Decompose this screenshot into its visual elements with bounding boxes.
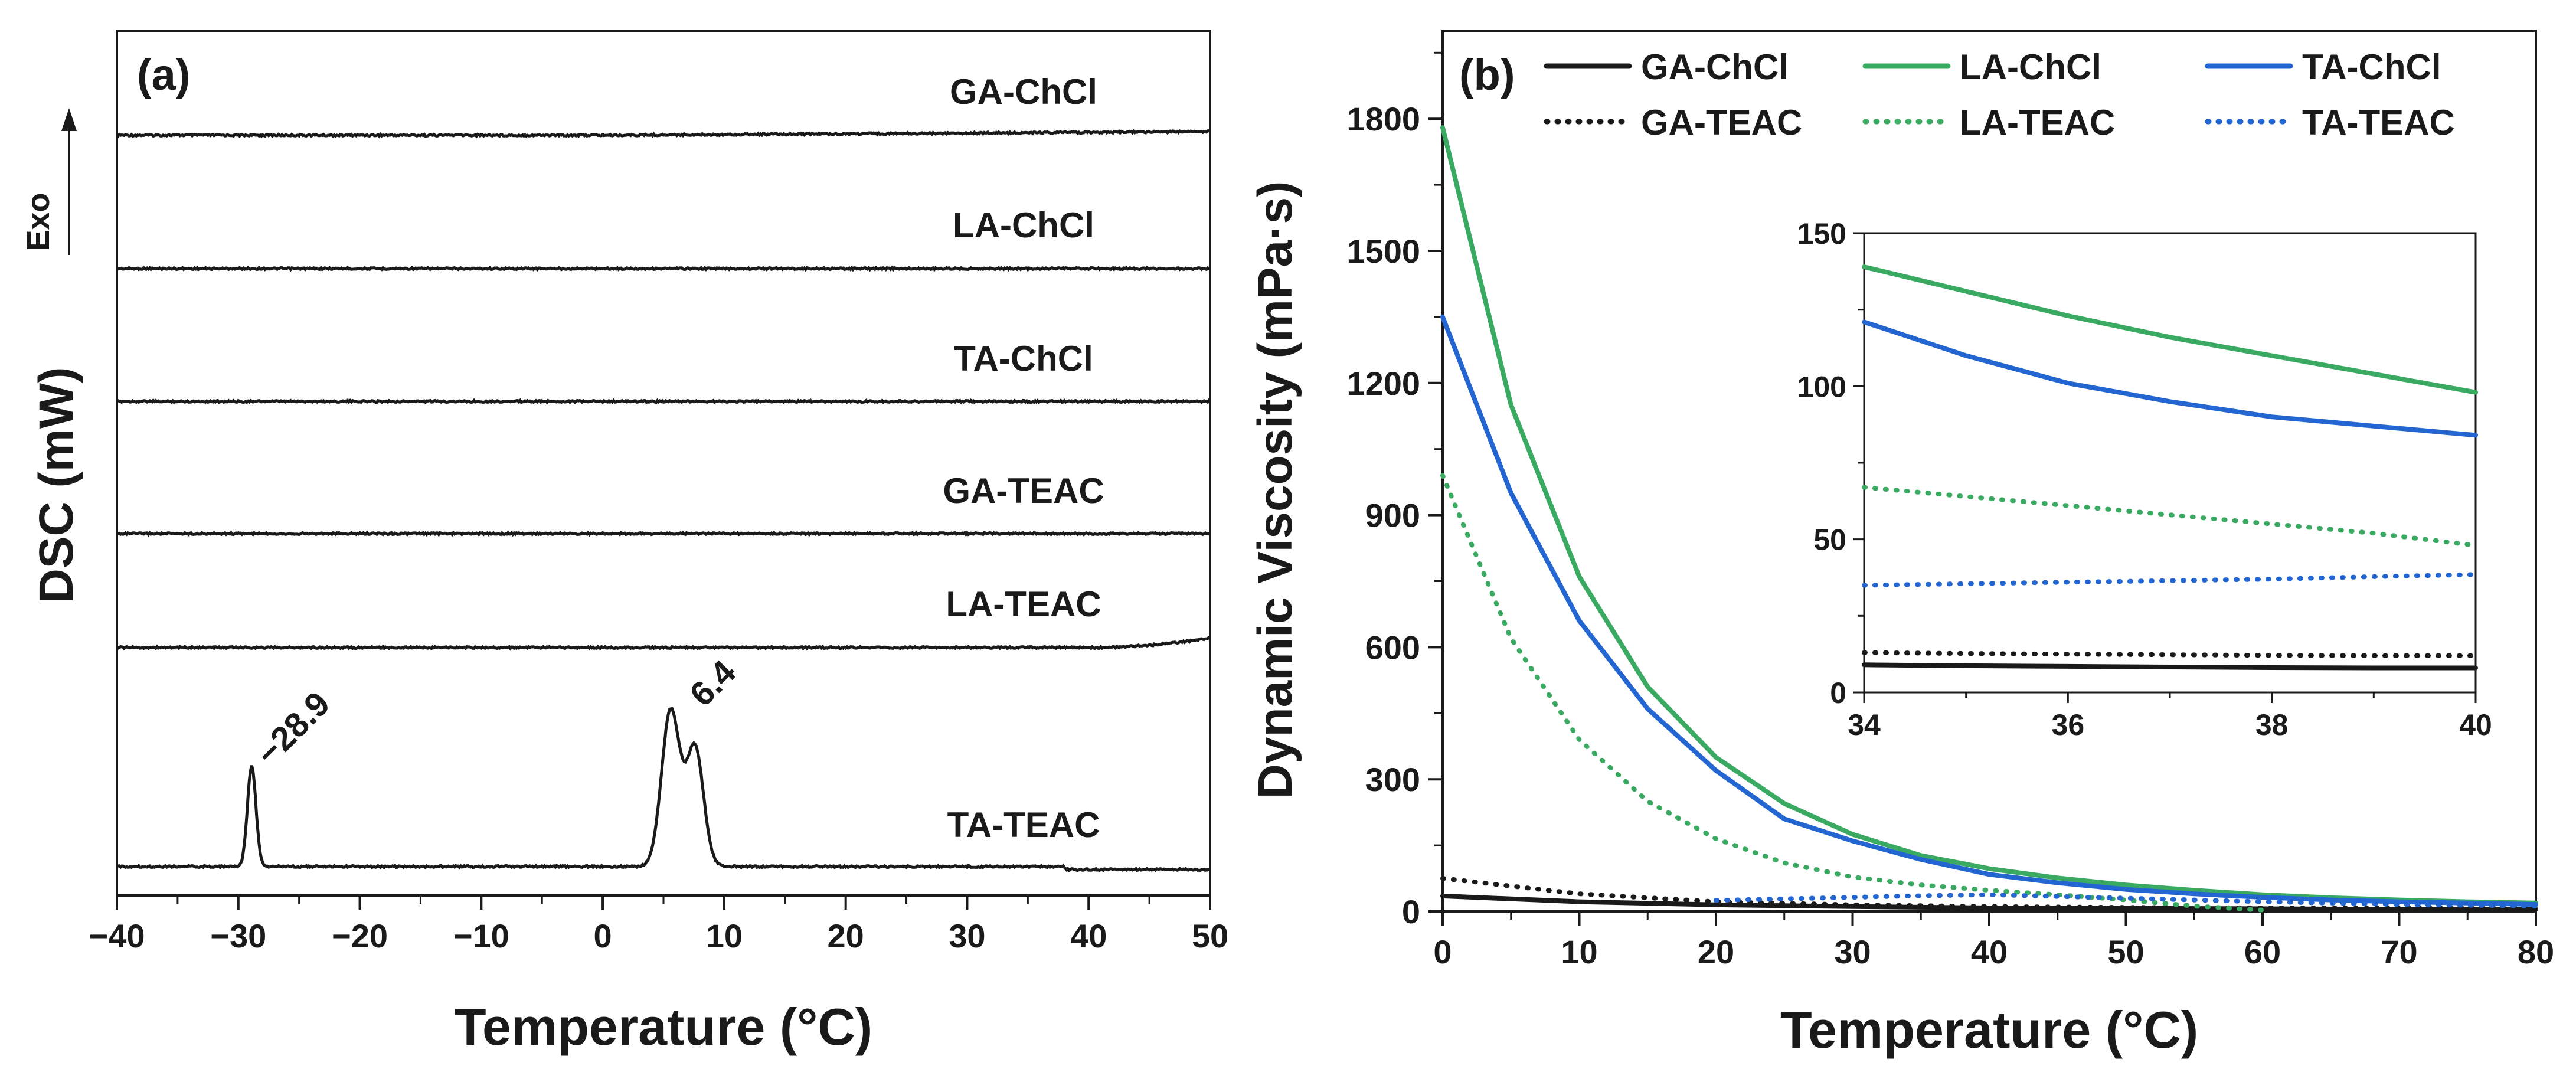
y-tick-label-b-0: 0: [1402, 893, 1420, 930]
panel-a-ylabel: DSC (mW): [30, 367, 83, 604]
legend-label-la-teac: LA-TEAC: [1960, 103, 2115, 142]
dsc-curve-la-chcl: [116, 265, 1211, 272]
inset-x-tick-label-3: 40: [2459, 708, 2492, 741]
y-tick-label-b-6: 1800: [1346, 100, 1420, 138]
x-tick-label-a-8: 40: [1070, 917, 1107, 954]
inset-y-tick-label-1: 50: [1813, 524, 1846, 557]
peak-label-1: 6.4: [682, 653, 743, 714]
legend-label-ga-teac: GA-TEAC: [1641, 103, 1802, 142]
panel-a-x-ticks: −40 −30 −20 −10 0 10 20 30 40 50: [89, 895, 1228, 954]
inset-curve-la-chcl: [1862, 264, 2478, 395]
dsc-curve-ta-chcl: [116, 398, 1211, 405]
panel-a-series-labels: GA-ChCl LA-ChCl TA-ChCl GA-TEAC LA-TEAC TA-TE…: [943, 72, 1104, 845]
inset-x-tick-label-0: 34: [1848, 708, 1881, 741]
x-tick-label-a-2: −20: [332, 917, 388, 954]
exo-label: Exo: [21, 192, 56, 251]
panel-a-curves: [116, 129, 1211, 872]
inset-y-tick-label-3: 150: [1797, 217, 1846, 250]
viscosity-curve-ta-teac: [1714, 892, 2538, 908]
viscosity-curve-ta-chcl: [1440, 314, 2538, 907]
dsc-curve-ga-chcl: [116, 129, 1211, 139]
panel-b-xlabel: Temperature (°C): [1780, 1001, 2198, 1059]
legend-label-la-chcl: LA-ChCl: [1960, 47, 2101, 87]
viscosity-curve-ga-teac: [1440, 876, 2538, 911]
dsc-curve-la-teac: [116, 636, 1211, 651]
panel-a-xlabel: Temperature (°C): [455, 998, 872, 1056]
inset-y-tick-label-0: 0: [1830, 676, 1846, 710]
inset-ticks: 34 36 38 40 0 50 100 150: [1797, 217, 2492, 741]
x-tick-label-a-1: −30: [210, 917, 266, 954]
x-tick-label-b-8: 80: [2518, 933, 2554, 970]
x-tick-label-b-0: 0: [1433, 933, 1452, 970]
panel-b-legend: GA-ChCl LA-ChCl TA-ChCl GA-TEAC LA-TEAC TA-TE…: [1544, 47, 2455, 142]
x-tick-label-b-3: 30: [1834, 933, 1871, 970]
panel-b: (b) Dynamic Viscosity (mPa·s) Temperatur…: [1248, 30, 2554, 1059]
x-tick-label-a-3: −10: [453, 917, 509, 954]
legend-label-ga-chcl: GA-ChCl: [1641, 47, 1789, 87]
x-tick-label-a-0: −40: [89, 917, 145, 954]
x-tick-label-b-4: 40: [1971, 933, 2008, 970]
panel-a-label: (a): [137, 50, 190, 99]
inset-y-tick-label-2: 100: [1797, 370, 1846, 403]
panel-a: (a) Exo DSC (mW) Temperature (°C) −40 −30…: [21, 30, 1228, 1056]
series-label-la-teac: LA-TEAC: [946, 584, 1101, 624]
inset-frame: [1863, 232, 2477, 694]
x-tick-label-a-4: 0: [594, 917, 612, 954]
x-tick-label-b-6: 60: [2244, 933, 2281, 970]
y-tick-label-b-3: 900: [1365, 497, 1420, 534]
inset-curves: [1862, 264, 2478, 671]
dsc-curve-ga-teac: [116, 530, 1211, 537]
series-label-ga-teac: GA-TEAC: [943, 471, 1104, 511]
viscosity-curve-la-teac: [1440, 473, 2265, 913]
panel-b-curves: [1440, 125, 2538, 913]
inset-x-tick-label-1: 36: [2052, 708, 2085, 741]
x-tick-label-a-7: 30: [949, 917, 985, 954]
y-tick-label-b-4: 1200: [1346, 365, 1420, 402]
series-label-ta-teac: TA-TEAC: [947, 805, 1100, 845]
dsc-curve-ta-teac: [116, 707, 1211, 872]
inset-curve-la-teac: [1862, 485, 2478, 548]
inset-curve-ga-chcl: [1862, 662, 2478, 671]
x-tick-label-b-7: 70: [2381, 933, 2417, 970]
inset-x-tick-label-2: 38: [2255, 708, 2289, 741]
legend-label-ta-teac: TA-TEAC: [2302, 103, 2455, 142]
x-tick-label-a-5: 10: [706, 917, 743, 954]
x-tick-label-a-6: 20: [828, 917, 864, 954]
x-tick-label-b-2: 20: [1698, 933, 1734, 970]
x-tick-label-a-9: 50: [1192, 917, 1228, 954]
series-label-ga-chcl: GA-ChCl: [950, 72, 1097, 112]
peak-label-0: −28.9: [249, 684, 338, 773]
inset-chart: 34 36 38 40 0 50 100 150: [1797, 217, 2492, 741]
inset-curve-ta-teac: [1862, 572, 2478, 588]
y-tick-label-b-5: 1500: [1346, 233, 1420, 270]
series-label-ta-chcl: TA-ChCl: [954, 339, 1093, 378]
panel-b-label: (b): [1459, 50, 1515, 99]
panel-b-ylabel: Dynamic Viscosity (mPa·s): [1248, 181, 1302, 799]
series-label-la-chcl: LA-ChCl: [953, 205, 1094, 245]
legend-label-ta-chcl: TA-ChCl: [2302, 47, 2441, 87]
exo-arrow-head: [61, 108, 77, 131]
inset-curve-ta-chcl: [1862, 319, 2478, 438]
inset-curve-ga-teac: [1862, 650, 2478, 658]
y-tick-label-b-2: 600: [1365, 629, 1420, 666]
x-tick-label-b-1: 10: [1561, 933, 1597, 970]
y-tick-label-b-1: 300: [1365, 761, 1420, 798]
x-tick-label-b-5: 50: [2107, 933, 2144, 970]
